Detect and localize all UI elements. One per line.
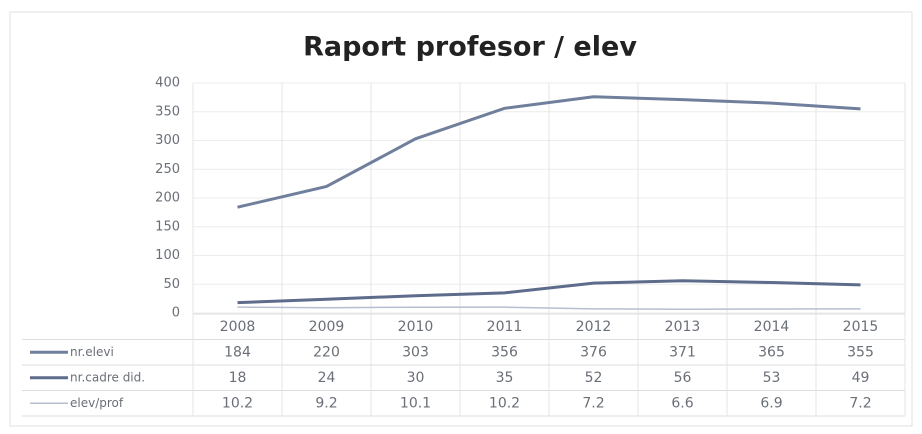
y-tick-label: 250: [155, 162, 180, 177]
y-tick-label: 350: [155, 104, 180, 119]
table-cell: 355: [847, 344, 874, 360]
x-tick-label: 2009: [309, 319, 345, 335]
table-cell: 9.2: [315, 395, 337, 411]
table-cell: 30: [407, 370, 425, 386]
table-cell: 371: [669, 344, 696, 360]
table-cell: 49: [852, 370, 870, 386]
table-cell: 18: [229, 370, 247, 386]
table-cell: 356: [491, 344, 518, 360]
table-cell: 53: [763, 370, 781, 386]
table-cell: 303: [402, 344, 429, 360]
table-cell: 7.2: [582, 395, 604, 411]
chart-frame: [9, 11, 913, 427]
x-tick-label: 2011: [487, 319, 523, 335]
legend-label: nr.elevi: [70, 345, 114, 359]
table-cell: 10.1: [400, 395, 431, 411]
table-cell: 6.9: [760, 395, 782, 411]
y-tick-label: 150: [155, 219, 180, 234]
legend-label: nr.cadre did.: [70, 370, 145, 384]
table-cell: 6.6: [671, 395, 693, 411]
table-cell: 7.2: [849, 395, 871, 411]
table-cell: 24: [318, 370, 336, 386]
line: [237, 95, 861, 209]
x-tick-label: 2012: [576, 319, 612, 335]
table-cell: 184: [224, 344, 251, 360]
x-tick-label: 2010: [398, 319, 434, 335]
table-cell: 220: [313, 344, 340, 360]
legend-label: elev/prof: [70, 396, 124, 410]
table-cell: 10.2: [489, 395, 520, 411]
y-tick-label: 400: [155, 76, 180, 91]
line: [237, 306, 861, 310]
y-tick-label: 200: [155, 191, 180, 206]
table-cell: 52: [585, 370, 603, 386]
line: [237, 279, 861, 305]
table-cell: 376: [580, 344, 607, 360]
x-tick-label: 2008: [220, 319, 256, 335]
y-tick-label: 300: [155, 133, 180, 148]
y-tick-label: 0: [172, 306, 180, 321]
table-cell: 10.2: [222, 395, 253, 411]
chart-title: Raport profesor / elev: [303, 32, 637, 63]
x-tick-label: 2013: [665, 319, 701, 335]
x-tick-label: 2015: [843, 319, 879, 335]
table-cell: 56: [674, 370, 692, 386]
y-tick-label: 50: [163, 277, 180, 292]
table-cell: 365: [758, 344, 785, 360]
x-tick-label: 2014: [754, 319, 790, 335]
y-tick-label: 100: [155, 248, 180, 263]
table-cell: 35: [496, 370, 514, 386]
